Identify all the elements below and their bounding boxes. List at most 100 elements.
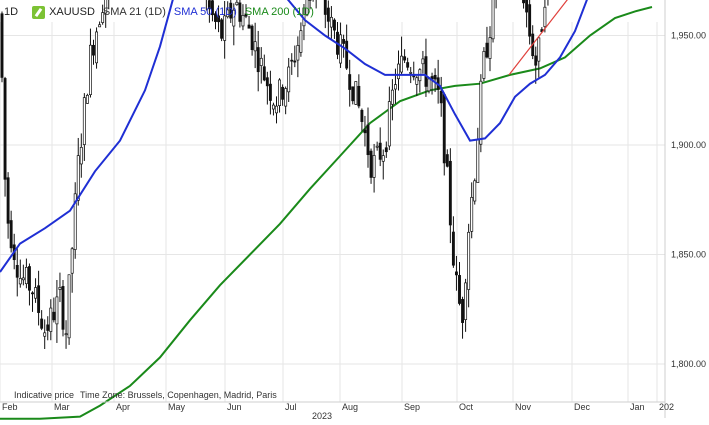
candle-body	[262, 66, 266, 81]
candle-body	[214, 13, 217, 22]
annotation-layer	[508, 0, 568, 76]
candle-body	[442, 94, 446, 164]
x-tick-label: Jul	[285, 402, 297, 412]
candle-body	[363, 129, 367, 134]
candle-body	[534, 55, 538, 66]
candle-body	[470, 197, 474, 232]
instrument-logo-icon	[32, 5, 46, 19]
candle-body	[268, 83, 272, 101]
timezone-note: Time Zone: Brussels, Copenhagen, Madrid,…	[80, 390, 277, 400]
candle-body	[55, 296, 59, 325]
candle-body	[259, 57, 263, 66]
candle-body	[455, 271, 458, 276]
candle-body	[21, 277, 25, 281]
indicative-price-note: Indicative price	[14, 390, 74, 400]
candle-body	[525, 0, 529, 13]
y-tick-label: 1,800.00	[671, 359, 706, 369]
candle-body	[70, 248, 74, 274]
candle-body	[226, 9, 230, 18]
candle-body	[329, 16, 333, 28]
candle-body	[211, 0, 214, 16]
candle-body	[326, 7, 330, 22]
candle-body	[439, 90, 443, 104]
x-tick-label: Jun	[227, 402, 242, 412]
candle-body	[458, 275, 461, 304]
candle-body	[522, 0, 526, 4]
candle-body	[52, 311, 56, 321]
timeframe-label[interactable]: 1D	[4, 6, 19, 18]
candle-body	[293, 60, 297, 63]
sma-200-layer	[0, 6, 653, 420]
candle-body	[73, 193, 77, 250]
x-tick-label: Apr	[116, 402, 130, 412]
y-axis: 1,800.001,850.001,900.001,950.002,000.00…	[664, 0, 706, 418]
candle-body	[467, 231, 471, 290]
candle-body	[49, 307, 53, 332]
candle-body	[488, 37, 492, 59]
candle-body	[265, 77, 269, 87]
x-axis: Feb Mar Apr May Jun Jul Aug Sep Oct Nov Dec Jan 202	[0, 401, 674, 412]
candle-body	[448, 160, 452, 226]
candle-body	[296, 45, 300, 61]
candle-body	[101, 12, 105, 23]
candle-body	[247, 24, 251, 29]
candle-body	[223, 15, 227, 41]
candle-body	[6, 177, 10, 224]
candle-body	[61, 286, 65, 330]
candle-body	[339, 34, 343, 64]
candle-body	[476, 139, 480, 183]
candle-body	[485, 42, 489, 58]
candle-body	[82, 97, 86, 145]
x-tick-label: 202	[659, 402, 674, 412]
candle-body	[491, 0, 495, 40]
candle-body	[375, 145, 379, 148]
y-tick-label: 1,850.00	[671, 250, 706, 260]
x-tick-label: Sep	[404, 402, 420, 412]
candle-body	[229, 2, 233, 19]
candle-body	[15, 264, 19, 278]
candle-body	[464, 282, 468, 320]
candle-body	[397, 63, 400, 80]
sma-50-legend[interactable]: SMA 50 (1D)	[173, 6, 237, 18]
candle-body	[241, 15, 245, 27]
sma-200-legend[interactable]: SMA 200 (1D)	[244, 6, 314, 18]
candle-body	[433, 74, 437, 80]
candle-body	[342, 39, 346, 44]
chart-header: 1D XAUUSD SMA 21 (1D) SMA 50 (1D) SMA 20…	[4, 4, 322, 20]
candle-body	[43, 332, 47, 337]
chart-grid	[0, 22, 665, 402]
candle-body	[238, 2, 242, 22]
candle-body	[0, 13, 4, 78]
candle-body	[290, 59, 294, 62]
candle-body	[76, 155, 80, 201]
candle-body	[9, 220, 13, 249]
candle-body	[479, 80, 483, 145]
candle-body	[427, 78, 431, 92]
candle-body	[34, 287, 38, 299]
candle-body	[351, 86, 355, 102]
candle-body	[537, 37, 541, 62]
candle-body	[528, 4, 532, 37]
candle-body	[64, 333, 68, 336]
sma-200-line	[0, 6, 653, 420]
candle-body	[387, 101, 391, 147]
candle-body	[235, 1, 239, 6]
candle-body	[421, 58, 425, 65]
x-tick-label: Dec	[574, 402, 591, 412]
x-tick-label: Aug	[342, 402, 358, 412]
candle-body	[299, 30, 303, 53]
candle-body	[58, 287, 62, 290]
candle-body	[18, 278, 22, 285]
candle-body	[275, 105, 278, 114]
candle-body	[40, 318, 44, 329]
candle-body	[256, 47, 260, 73]
symbol-label[interactable]: XAUUSD	[49, 6, 95, 18]
candle-body	[400, 55, 404, 73]
candle-body	[394, 84, 397, 90]
candle-body	[543, 6, 547, 28]
x-tick-label: Oct	[459, 402, 474, 412]
candle-body	[461, 299, 465, 323]
sma-21-legend[interactable]: SMA 21 (1D)	[102, 6, 166, 18]
sma-50-layer	[0, 0, 588, 273]
